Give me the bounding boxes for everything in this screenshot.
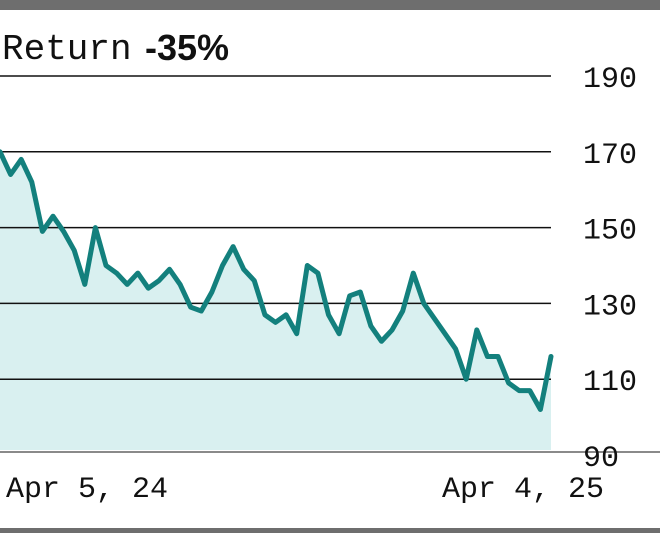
y-tick-label-110: 110 bbox=[583, 366, 637, 400]
chart-title-label: Return bbox=[2, 29, 132, 70]
y-tick-label-150: 150 bbox=[583, 215, 637, 249]
y-tick-label-90: 90 bbox=[583, 442, 619, 476]
y-tick-label-190: 190 bbox=[583, 63, 637, 97]
chart-title-value: -35% bbox=[145, 27, 230, 68]
y-tick-label-130: 130 bbox=[583, 290, 637, 324]
area-fill bbox=[0, 151, 551, 451]
series-line bbox=[0, 149, 554, 412]
bottom-border bbox=[0, 528, 660, 533]
y-tick-label-170: 170 bbox=[583, 139, 637, 173]
x-tick-label-end: Apr 4, 25 bbox=[442, 473, 604, 507]
x-tick-label-start: Apr 5, 24 bbox=[6, 473, 168, 507]
top-border bbox=[0, 0, 660, 10]
